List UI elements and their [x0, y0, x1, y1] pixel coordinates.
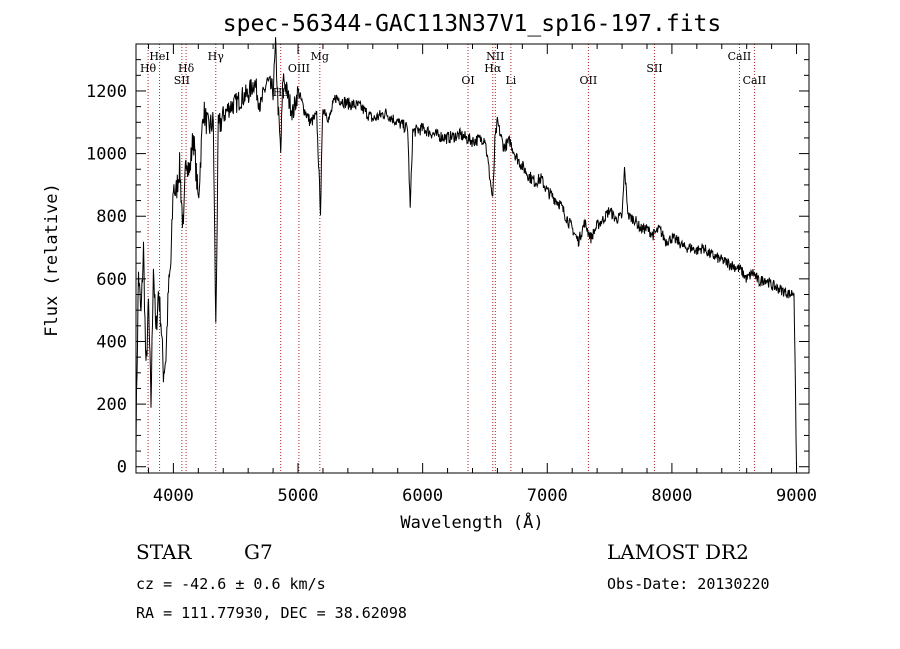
- y-axis-label: Flux (relative): [42, 183, 62, 337]
- survey-name: LAMOST DR2: [607, 540, 749, 564]
- y-tick-label: 800: [96, 207, 127, 227]
- line-label: Hθ: [140, 62, 157, 75]
- x-tick-label: 5000: [278, 486, 319, 506]
- plot-area: [135, 37, 797, 467]
- line-label: Li: [505, 74, 516, 87]
- line-label: CaII: [743, 74, 767, 87]
- line-label: HeI: [149, 50, 169, 63]
- line-label: CaII: [728, 50, 752, 63]
- line-label: Mg: [311, 50, 329, 63]
- line-label: SII: [174, 74, 190, 87]
- line-label: Hα: [484, 62, 502, 75]
- x-tick-label: 9000: [776, 486, 817, 506]
- line-label: NII: [486, 50, 504, 63]
- y-tick-label: 400: [96, 332, 127, 352]
- x-tick-label: 8000: [651, 486, 692, 506]
- line-label: OII: [580, 74, 598, 87]
- observation-date: Obs-Date: 20130220: [607, 575, 770, 593]
- x-tick-label: 4000: [153, 486, 194, 506]
- object-subclass: G7: [244, 540, 273, 564]
- line-label: OI: [461, 74, 474, 87]
- x-tick-label: 7000: [527, 486, 568, 506]
- y-tick-label: 200: [96, 395, 127, 415]
- axis-ticks: 4000 5000 6000 7000 8000 9000 0 200 400 600 800 100…: [86, 44, 817, 506]
- line-label: SII: [646, 62, 662, 75]
- x-axis-label: Wavelength (Å): [400, 511, 543, 533]
- object-class: STAR: [136, 540, 192, 564]
- chart-title: spec-56344-GAC113N37V1_sp16-197.fits: [223, 11, 722, 37]
- redshift-cz: cz = -42.6 ± 0.6 km/s: [136, 575, 326, 593]
- line-label: Hγ: [208, 50, 225, 63]
- x-tick-label: 6000: [402, 486, 443, 506]
- ra-dec: RA = 111.77930, DEC = 38.62098: [136, 604, 407, 622]
- y-tick-label: 1000: [86, 145, 127, 165]
- y-tick-label: 0: [117, 458, 127, 478]
- y-tick-label: 600: [96, 270, 127, 290]
- line-label: OIII: [288, 62, 310, 75]
- y-tick-label: 1200: [86, 82, 127, 102]
- spectrum-line: [135, 37, 797, 467]
